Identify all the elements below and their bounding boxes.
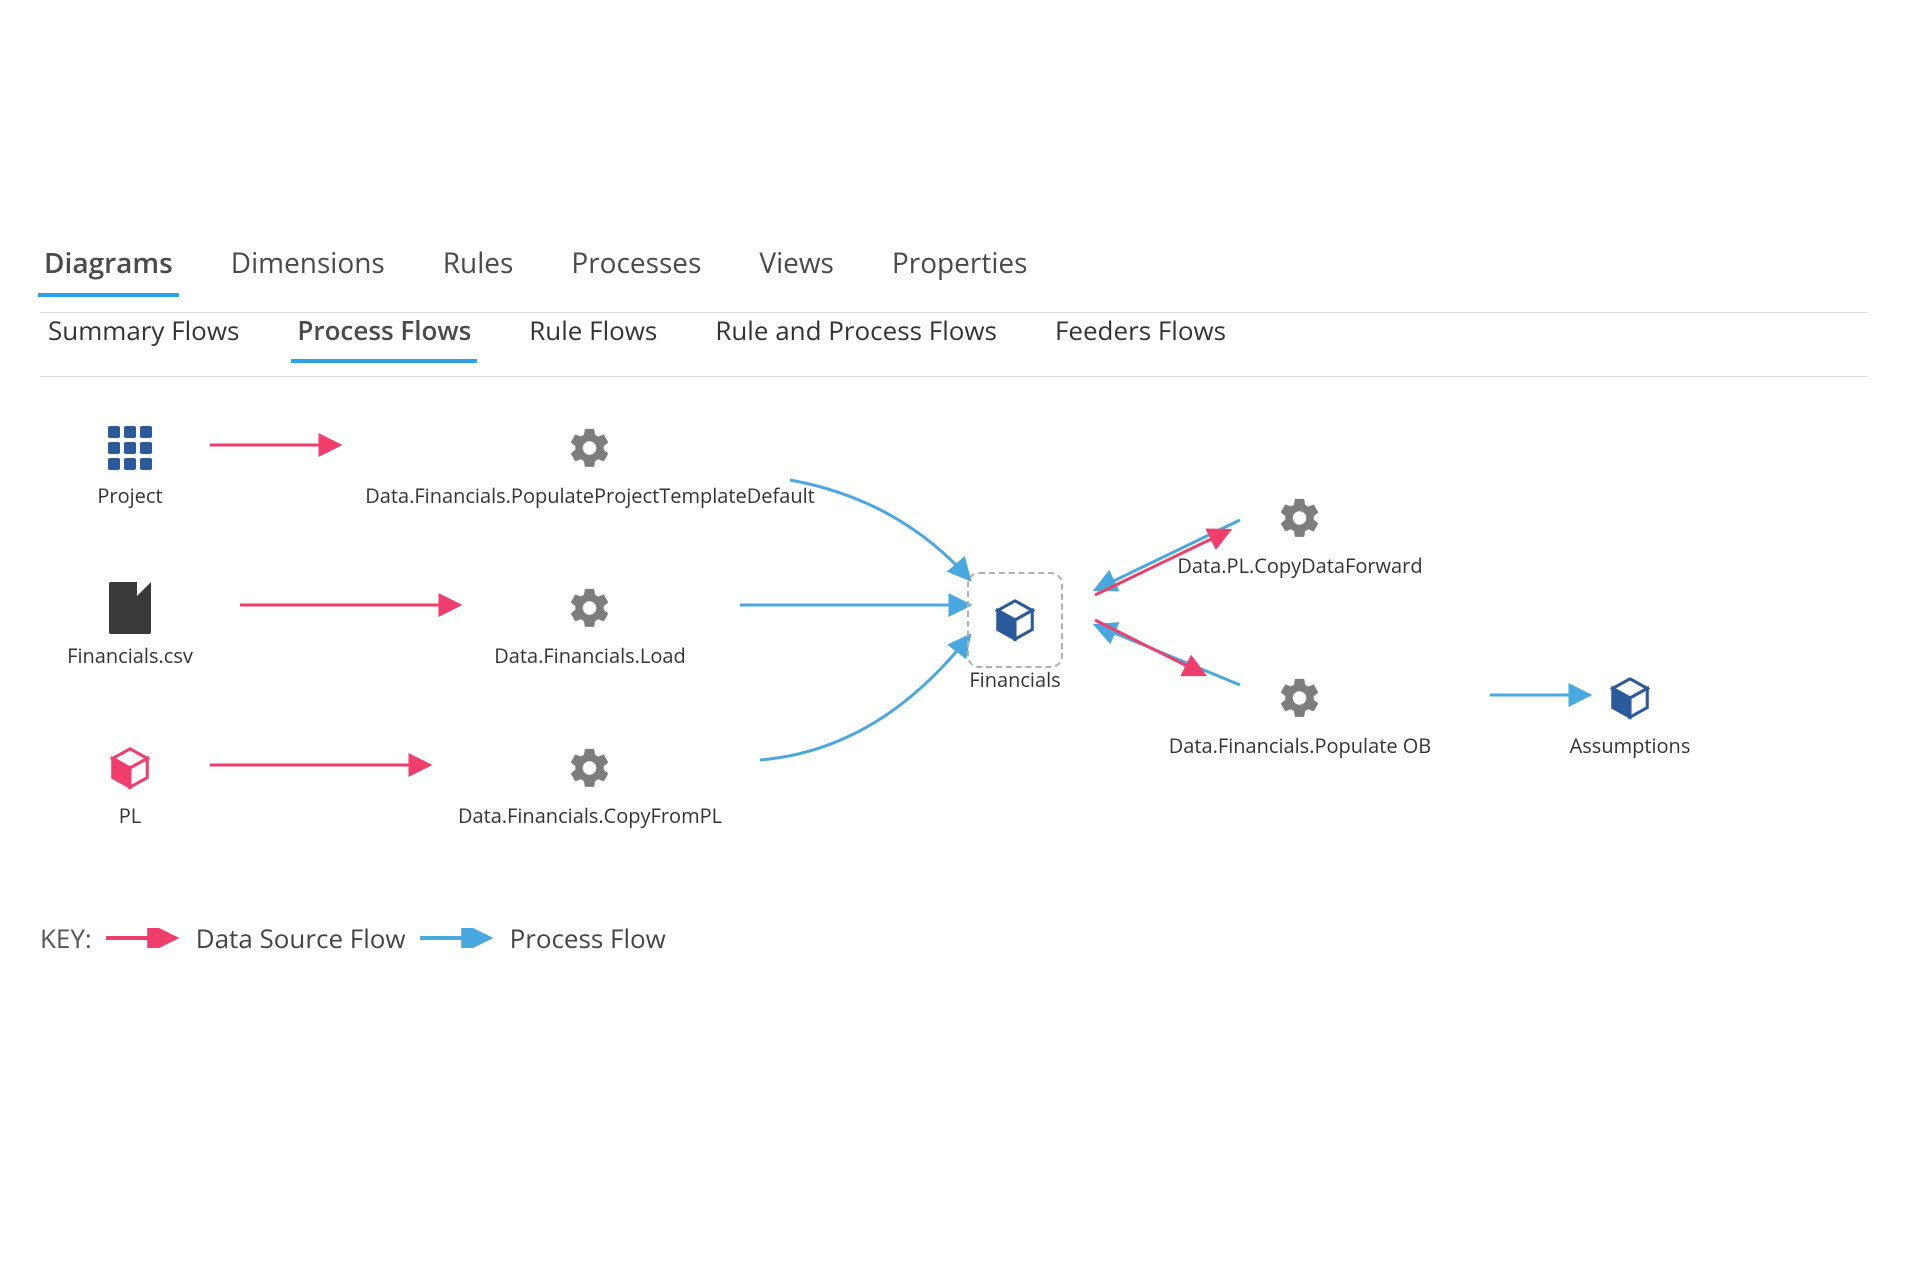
- node-label: Data.Financials.Load: [460, 642, 720, 669]
- node-pl[interactable]: PL: [70, 740, 190, 829]
- node-process-copy-from-pl[interactable]: Data.Financials.CopyFromPL: [430, 740, 750, 829]
- node-label: Data.Financials.CopyFromPL: [430, 802, 750, 829]
- node-process-populate-template[interactable]: Data.Financials.PopulateProjectTemplateD…: [330, 420, 850, 509]
- cube-icon: [1602, 670, 1658, 726]
- subtab-rule-and-process-flows[interactable]: Rule and Process Flows: [711, 304, 1001, 362]
- node-project[interactable]: Project: [70, 420, 190, 509]
- node-label: Data.PL.CopyDataForward: [1140, 552, 1460, 579]
- subtab-process-flows[interactable]: Process Flows: [293, 304, 475, 362]
- node-label: Financials: [945, 666, 1085, 693]
- tab-properties[interactable]: Properties: [888, 236, 1032, 296]
- legend-arrow-process: [418, 928, 498, 948]
- node-process-populate-ob[interactable]: Data.Financials.Populate OB: [1130, 670, 1470, 759]
- tab-views[interactable]: Views: [755, 236, 838, 296]
- gear-icon: [1272, 670, 1328, 726]
- node-financials[interactable]: Financials: [945, 580, 1085, 693]
- subtab-summary-flows[interactable]: Summary Flows: [44, 304, 243, 362]
- file-icon: [102, 580, 158, 636]
- legend-label-data-source: Data Source Flow: [196, 920, 406, 956]
- legend: KEY: Data Source Flow Process Flow: [40, 920, 666, 956]
- tab-diagrams[interactable]: Diagrams: [40, 236, 177, 296]
- legend-label-process: Process Flow: [510, 920, 666, 956]
- gear-icon: [1272, 490, 1328, 546]
- node-label: Financials.csv: [50, 642, 210, 669]
- legend-arrow-data-source: [104, 928, 184, 948]
- node-financials-csv[interactable]: Financials.csv: [50, 580, 210, 669]
- edge-financials-to-proc_populate_ob: [1095, 620, 1205, 675]
- legend-title: KEY:: [40, 920, 92, 956]
- node-label: Data.Financials.PopulateProjectTemplateD…: [330, 482, 850, 509]
- node-process-load[interactable]: Data.Financials.Load: [460, 580, 720, 669]
- grid-icon: [102, 420, 158, 476]
- tab-processes[interactable]: Processes: [567, 236, 705, 296]
- tab-dimensions[interactable]: Dimensions: [227, 236, 389, 296]
- node-assumptions[interactable]: Assumptions: [1550, 670, 1710, 759]
- node-label: PL: [70, 802, 190, 829]
- subtab-feeders-flows[interactable]: Feeders Flows: [1051, 304, 1230, 362]
- node-process-copy-data-forward[interactable]: Data.PL.CopyDataForward: [1140, 490, 1460, 579]
- node-label: Assumptions: [1550, 732, 1710, 759]
- node-label: Project: [70, 482, 190, 509]
- gear-icon: [562, 740, 618, 796]
- cube-icon: [102, 740, 158, 796]
- node-label: Data.Financials.Populate OB: [1130, 732, 1470, 759]
- gear-icon: [562, 580, 618, 636]
- gear-icon: [562, 420, 618, 476]
- secondary-tab-bar: Summary Flows Process Flows Rule Flows R…: [40, 290, 1868, 377]
- edge-proc_copy_pl-to-financials: [760, 635, 970, 760]
- cube-icon: [975, 580, 1055, 660]
- subtab-rule-flows[interactable]: Rule Flows: [525, 304, 661, 362]
- tab-rules[interactable]: Rules: [439, 236, 518, 296]
